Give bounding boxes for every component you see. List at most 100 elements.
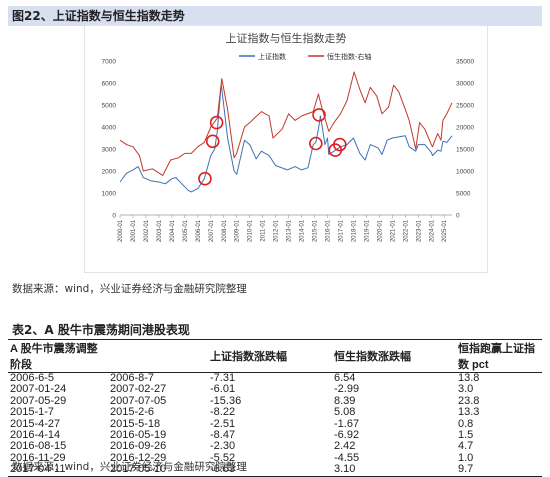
x-tick-label: 2015-01 bbox=[313, 219, 319, 242]
figure-title: 图22、上证指数与恒生指数走势 bbox=[8, 6, 542, 26]
annotation-circle bbox=[209, 115, 224, 130]
table-row: 2015-1-7 2015-2-6 -8.22 5.08 13.3 bbox=[8, 406, 542, 419]
table-row: 2007-01-24 2007-02-27 -6.01 -2.99 3.0 bbox=[8, 383, 542, 396]
table-cell: 1.0 bbox=[458, 451, 474, 464]
y-left-tick-label: 4000 bbox=[102, 125, 117, 132]
table-row: 2016-11-29 2016-12-29 -5.52 -4.55 1.0 bbox=[8, 451, 542, 464]
x-tick-label: 2004-01 bbox=[170, 219, 176, 242]
table-cell: -2.30 bbox=[210, 440, 236, 453]
table-row: 2015-4-27 2015-5-18 -2.51 -1.67 0.8 bbox=[8, 417, 542, 430]
x-tick-label: 2005-01 bbox=[183, 219, 189, 242]
x-tick-label: 2006-01 bbox=[196, 219, 202, 242]
table-cell: 2015-1-7 bbox=[10, 406, 55, 419]
table-cell: 4.7 bbox=[458, 440, 474, 453]
y-right-tick-label: 0 bbox=[456, 213, 460, 220]
x-tick-label: 2002-01 bbox=[144, 219, 150, 242]
y-right-tick-label: 25000 bbox=[456, 103, 474, 110]
y-left-tick-label: 2000 bbox=[102, 169, 117, 176]
table-header-cell: 恒指跑赢上证指数 pct bbox=[456, 339, 542, 373]
x-tick-label: 2020-01 bbox=[377, 219, 383, 242]
table-cell: 13.8 bbox=[458, 372, 480, 384]
x-tick-label: 2023-01 bbox=[416, 219, 422, 242]
table-cell: -15.36 bbox=[210, 394, 242, 407]
x-tick-label: 2011-01 bbox=[261, 219, 267, 241]
table-cell: 2016-08-15 bbox=[10, 440, 67, 453]
annotation-circle bbox=[312, 108, 326, 122]
x-tick-label: 2012-01 bbox=[274, 219, 280, 242]
table-header-cell bbox=[108, 339, 208, 373]
table-header-cell: 上证指数涨跌幅 bbox=[208, 339, 332, 373]
series-line-sse bbox=[119, 83, 453, 193]
table-cell: -6.01 bbox=[210, 383, 236, 396]
x-tick-label: 2025-01 bbox=[442, 219, 448, 242]
table-cell: 8.39 bbox=[334, 394, 356, 407]
y-left-tick-label: 6000 bbox=[102, 81, 117, 88]
y-right-tick-label: 35000 bbox=[456, 59, 474, 66]
x-tick-label: 2001-01 bbox=[131, 219, 137, 242]
table-cell: 13.3 bbox=[458, 406, 480, 419]
x-tick-label: 2017-01 bbox=[338, 219, 344, 242]
x-tick-label: 2024-01 bbox=[429, 219, 435, 242]
table-cell: 2007-01-24 bbox=[10, 383, 67, 396]
x-tick-label: 2009-01 bbox=[235, 219, 241, 242]
table-cell: 2.42 bbox=[334, 440, 356, 453]
table-cell: 2007-07-05 bbox=[110, 394, 167, 407]
table-source: 数据来源：wind，兴业证券经济与金融研究院整理 bbox=[12, 461, 247, 473]
annotation-circle bbox=[309, 136, 323, 151]
table-cell: -8.47 bbox=[210, 429, 236, 442]
x-tick-label: 2018-01 bbox=[351, 219, 357, 242]
y-right-tick-label: 30000 bbox=[456, 81, 474, 88]
table-header-cell: 恒生指数涨跌幅 bbox=[332, 339, 456, 373]
x-tick-label: 2021-01 bbox=[390, 219, 396, 242]
table-cell: 3.10 bbox=[332, 464, 456, 477]
table-cell: 2006-6-5 bbox=[10, 372, 55, 384]
table-cell: -5.52 bbox=[210, 451, 236, 464]
table-cell: 2016-05-19 bbox=[110, 429, 167, 442]
series-line-hsi bbox=[119, 71, 453, 176]
table-title: 表2、A 股牛市震荡期间港股表现 bbox=[12, 323, 190, 337]
annotation-circle bbox=[333, 137, 347, 152]
x-tick-label: 2016-01 bbox=[326, 219, 332, 242]
legend-label-sse: 上证指数 bbox=[258, 52, 286, 61]
chart-border bbox=[84, 25, 488, 273]
annotation-circle bbox=[198, 171, 212, 186]
y-left-tick-label: 7000 bbox=[102, 59, 117, 66]
table-cell: -7.31 bbox=[210, 372, 236, 384]
table-cell: -6.92 bbox=[334, 429, 360, 442]
x-tick-label: 2003-01 bbox=[157, 219, 163, 242]
table-row: 2016-08-15 2016-09-26 -2.30 2.42 4.7 bbox=[8, 440, 542, 453]
table-cell: 23.8 bbox=[458, 394, 480, 407]
y-left-tick-label: 0 bbox=[112, 213, 116, 220]
table-cell: 2007-02-27 bbox=[110, 383, 167, 396]
table-cell: 2015-5-18 bbox=[110, 417, 161, 430]
table-cell: 2016-4-14 bbox=[10, 429, 61, 442]
x-tick-label: 2010-01 bbox=[248, 219, 254, 242]
table-cell: 9.7 bbox=[456, 464, 542, 477]
y-left-tick-label: 5000 bbox=[102, 103, 117, 110]
table-cell: -2.51 bbox=[210, 417, 236, 430]
table-cell: 2016-09-26 bbox=[110, 440, 167, 453]
table-row: 2007-05-29 2007-07-05 -15.36 8.39 23.8 bbox=[8, 394, 542, 407]
y-right-tick-label: 5000 bbox=[456, 191, 471, 198]
y-right-tick-label: 15000 bbox=[456, 147, 474, 154]
table-row: 2016-4-14 2016-05-19 -8.47 -6.92 1.5 bbox=[8, 429, 542, 442]
table-cell: 2016-11-29 bbox=[10, 451, 66, 464]
line-chart: 上证指数与恒生指数走势 上证指数 恒生指数-右轴 0 1000 2000 3000 4000 5… bbox=[84, 25, 488, 273]
x-tick-label: 2013-01 bbox=[287, 219, 293, 242]
table-cell: 2015-2-6 bbox=[110, 406, 155, 419]
x-tick-label: 2014-01 bbox=[300, 219, 306, 242]
annotation-circle bbox=[205, 134, 220, 149]
table-cell: 2016-12-29 bbox=[110, 451, 167, 464]
table-header-cell: A 股牛市震荡调整阶段 bbox=[8, 339, 108, 373]
index-performance-table: A 股牛市震荡调整阶段 上证指数涨跌幅 恒生指数涨跌幅 恒指跑赢上证指数 pct… bbox=[8, 339, 542, 477]
table-row: 2006-6-5 2006-8-7 -7.31 6.54 13.8 bbox=[8, 372, 542, 385]
y-right-tick-label: 10000 bbox=[456, 169, 474, 176]
y-right-tick-label: 20000 bbox=[456, 125, 474, 132]
x-tick-label: 2007-01 bbox=[209, 219, 215, 242]
table-cell: 5.08 bbox=[334, 406, 356, 419]
figure-source: 数据来源：wind，兴业证券经济与金融研究院整理 bbox=[12, 283, 247, 295]
table-cell: 2006-8-7 bbox=[110, 372, 155, 384]
table-cell: 2007-05-29 bbox=[10, 394, 67, 407]
x-tick-label: 2008-01 bbox=[222, 219, 228, 242]
x-tick-label: 2019-01 bbox=[364, 219, 370, 242]
